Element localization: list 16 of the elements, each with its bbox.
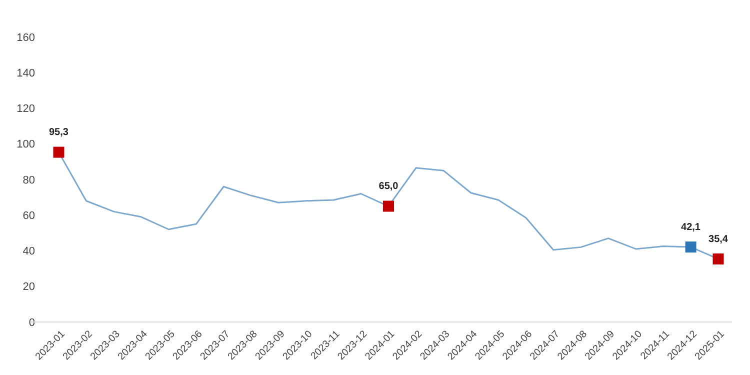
point bbox=[685, 242, 696, 253]
y-tick-label: 140 bbox=[16, 67, 35, 80]
point bbox=[53, 146, 64, 158]
y-tick-label: 80 bbox=[22, 174, 35, 186]
y-tick-label: 100 bbox=[16, 138, 35, 151]
y-tick-label: 40 bbox=[22, 246, 35, 258]
data-label: 95,3 bbox=[49, 127, 69, 138]
data-label: 42,1 bbox=[681, 222, 701, 234]
data-label: 35,4 bbox=[708, 234, 728, 245]
y-tick-label: 160 bbox=[16, 32, 35, 44]
y-tick-label: 20 bbox=[22, 281, 35, 294]
point bbox=[383, 200, 394, 212]
y-tick-label: 60 bbox=[22, 210, 35, 222]
data-label: 65,0 bbox=[378, 181, 399, 192]
point bbox=[712, 253, 724, 264]
y-tick-label: 120 bbox=[16, 103, 35, 116]
